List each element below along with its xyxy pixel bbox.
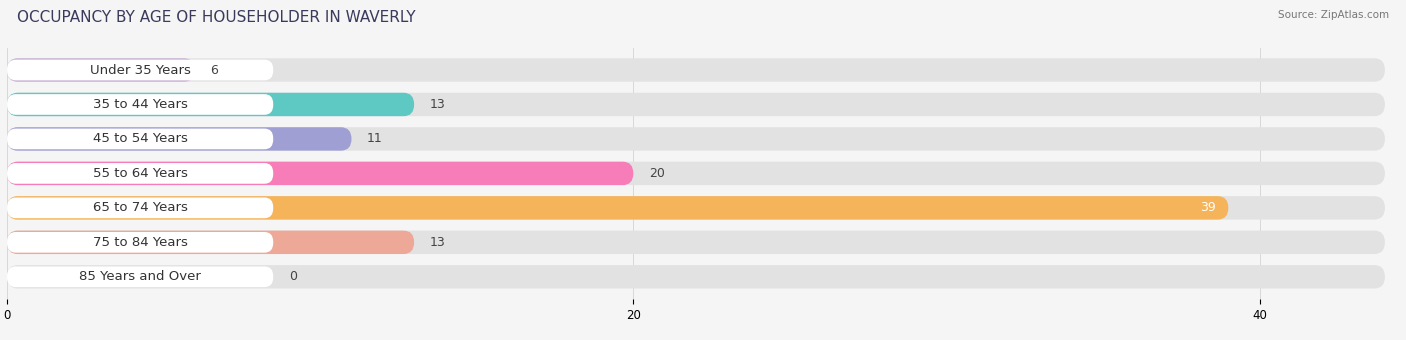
FancyBboxPatch shape xyxy=(7,196,1229,220)
FancyBboxPatch shape xyxy=(7,198,273,218)
Text: OCCUPANCY BY AGE OF HOUSEHOLDER IN WAVERLY: OCCUPANCY BY AGE OF HOUSEHOLDER IN WAVER… xyxy=(17,10,416,25)
FancyBboxPatch shape xyxy=(7,93,415,116)
FancyBboxPatch shape xyxy=(7,163,273,184)
FancyBboxPatch shape xyxy=(7,162,633,185)
FancyBboxPatch shape xyxy=(7,127,351,151)
FancyBboxPatch shape xyxy=(7,94,273,115)
Text: 6: 6 xyxy=(211,64,218,76)
FancyBboxPatch shape xyxy=(7,232,273,253)
Text: 75 to 84 Years: 75 to 84 Years xyxy=(93,236,187,249)
Text: 20: 20 xyxy=(650,167,665,180)
Text: 85 Years and Over: 85 Years and Over xyxy=(79,270,201,283)
Text: 13: 13 xyxy=(430,236,446,249)
Text: 13: 13 xyxy=(430,98,446,111)
Text: Under 35 Years: Under 35 Years xyxy=(90,64,191,76)
FancyBboxPatch shape xyxy=(7,162,1385,185)
FancyBboxPatch shape xyxy=(7,129,273,149)
FancyBboxPatch shape xyxy=(7,93,1385,116)
FancyBboxPatch shape xyxy=(7,231,415,254)
FancyBboxPatch shape xyxy=(7,58,1385,82)
FancyBboxPatch shape xyxy=(7,231,1385,254)
Text: 55 to 64 Years: 55 to 64 Years xyxy=(93,167,187,180)
FancyBboxPatch shape xyxy=(7,58,195,82)
Text: 45 to 54 Years: 45 to 54 Years xyxy=(93,133,187,146)
FancyBboxPatch shape xyxy=(7,127,1385,151)
Text: 65 to 74 Years: 65 to 74 Years xyxy=(93,201,187,214)
Text: 11: 11 xyxy=(367,133,382,146)
FancyBboxPatch shape xyxy=(7,267,273,287)
Text: 0: 0 xyxy=(288,270,297,283)
FancyBboxPatch shape xyxy=(7,265,1385,289)
Text: 39: 39 xyxy=(1201,201,1216,214)
FancyBboxPatch shape xyxy=(7,196,1385,220)
Text: 35 to 44 Years: 35 to 44 Years xyxy=(93,98,187,111)
FancyBboxPatch shape xyxy=(7,59,273,80)
Text: Source: ZipAtlas.com: Source: ZipAtlas.com xyxy=(1278,10,1389,20)
